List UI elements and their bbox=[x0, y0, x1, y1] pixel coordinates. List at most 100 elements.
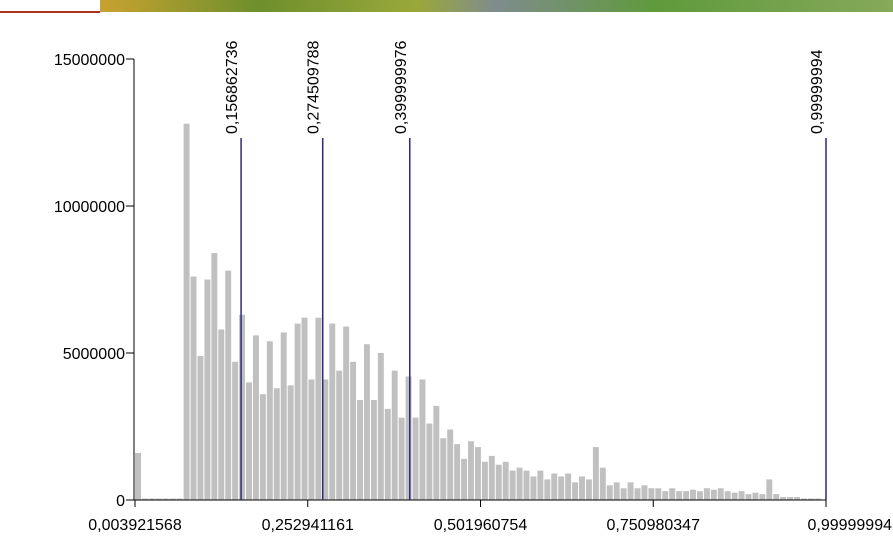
bar bbox=[655, 488, 661, 500]
bar bbox=[260, 394, 266, 500]
bar bbox=[565, 474, 571, 500]
bar bbox=[496, 465, 502, 500]
bar bbox=[558, 476, 564, 500]
bar bbox=[510, 471, 516, 500]
bar bbox=[357, 400, 363, 500]
chart: 0 5000000 10000000 15000000 0,003921568 0,252… bbox=[0, 0, 893, 547]
bar bbox=[288, 385, 294, 500]
bar bbox=[544, 479, 550, 500]
bar bbox=[517, 468, 523, 500]
bar bbox=[635, 488, 641, 500]
bar bbox=[454, 444, 460, 500]
bar bbox=[732, 493, 738, 500]
bar bbox=[350, 362, 356, 500]
bar bbox=[225, 271, 231, 500]
bar bbox=[711, 490, 717, 500]
bar bbox=[766, 479, 772, 500]
bar bbox=[579, 476, 585, 500]
bar bbox=[295, 324, 301, 500]
bar bbox=[461, 459, 467, 500]
bar bbox=[697, 491, 703, 500]
x-tick-label: 0,99999994 bbox=[807, 517, 892, 534]
bar bbox=[537, 471, 543, 500]
bar bbox=[399, 418, 405, 500]
bar bbox=[530, 476, 536, 500]
bar bbox=[572, 482, 578, 500]
bar bbox=[364, 344, 370, 500]
map-strip bbox=[100, 0, 893, 12]
bar bbox=[524, 471, 530, 500]
bar bbox=[385, 409, 391, 500]
bar bbox=[253, 335, 259, 500]
bar bbox=[600, 468, 606, 500]
bar bbox=[440, 438, 446, 500]
bar bbox=[281, 332, 287, 500]
bar bbox=[406, 377, 412, 500]
bar bbox=[267, 341, 273, 500]
bar bbox=[343, 327, 349, 500]
bar bbox=[218, 329, 224, 500]
bar bbox=[690, 490, 696, 500]
bar bbox=[329, 324, 335, 500]
y-tick-label: 5000000 bbox=[63, 346, 125, 363]
bar bbox=[503, 462, 509, 500]
bar bbox=[475, 447, 481, 500]
bar bbox=[336, 371, 342, 500]
bar bbox=[718, 488, 724, 500]
bar bbox=[392, 371, 398, 500]
bar bbox=[704, 488, 710, 500]
x-tick-label: 0,750980347 bbox=[607, 517, 701, 534]
bar bbox=[683, 491, 689, 500]
x-tick-label: 0,501960754 bbox=[434, 517, 528, 534]
bar bbox=[308, 379, 314, 500]
bar bbox=[593, 447, 599, 500]
bar bbox=[586, 479, 592, 500]
bar bbox=[725, 491, 731, 500]
bar bbox=[184, 124, 190, 500]
bar bbox=[447, 429, 453, 500]
break-label: 0,399999976 bbox=[393, 40, 410, 134]
bar bbox=[676, 491, 682, 500]
bar bbox=[739, 491, 745, 500]
bar bbox=[204, 280, 210, 501]
bar bbox=[371, 400, 377, 500]
bar bbox=[662, 491, 668, 500]
bar bbox=[232, 362, 238, 500]
break-label: 0,156862736 bbox=[224, 40, 241, 134]
bar bbox=[669, 488, 675, 500]
bar bbox=[628, 482, 634, 500]
bar bbox=[239, 315, 245, 500]
bar bbox=[607, 485, 613, 500]
break-label: 0,274509788 bbox=[306, 40, 323, 134]
bar bbox=[489, 456, 495, 500]
bar bbox=[752, 493, 758, 500]
bar bbox=[641, 485, 647, 500]
bar bbox=[482, 462, 488, 500]
bar bbox=[191, 277, 197, 500]
x-tick-label: 0,252941161 bbox=[262, 517, 354, 534]
bar bbox=[426, 424, 432, 500]
bar bbox=[413, 418, 419, 500]
bar bbox=[419, 379, 425, 500]
break-label: 0,99999994 bbox=[809, 49, 826, 134]
x-tick-label: 0,003921568 bbox=[88, 517, 182, 534]
bar bbox=[614, 482, 620, 500]
y-tick-label: 10000000 bbox=[54, 199, 125, 216]
bar bbox=[211, 253, 217, 500]
y-tick-label: 15000000 bbox=[54, 52, 125, 69]
bar bbox=[551, 474, 557, 500]
bar bbox=[197, 356, 203, 500]
bar bbox=[302, 318, 308, 500]
bar bbox=[315, 318, 321, 500]
bar bbox=[274, 388, 280, 500]
bar bbox=[746, 494, 752, 500]
bar bbox=[759, 494, 765, 500]
bar bbox=[648, 488, 654, 500]
bar bbox=[246, 382, 252, 500]
bar bbox=[621, 488, 627, 500]
bar bbox=[135, 453, 141, 500]
bar bbox=[378, 353, 384, 500]
y-tick-label: 0 bbox=[116, 493, 125, 510]
bar bbox=[433, 406, 439, 500]
bar bbox=[468, 441, 474, 500]
